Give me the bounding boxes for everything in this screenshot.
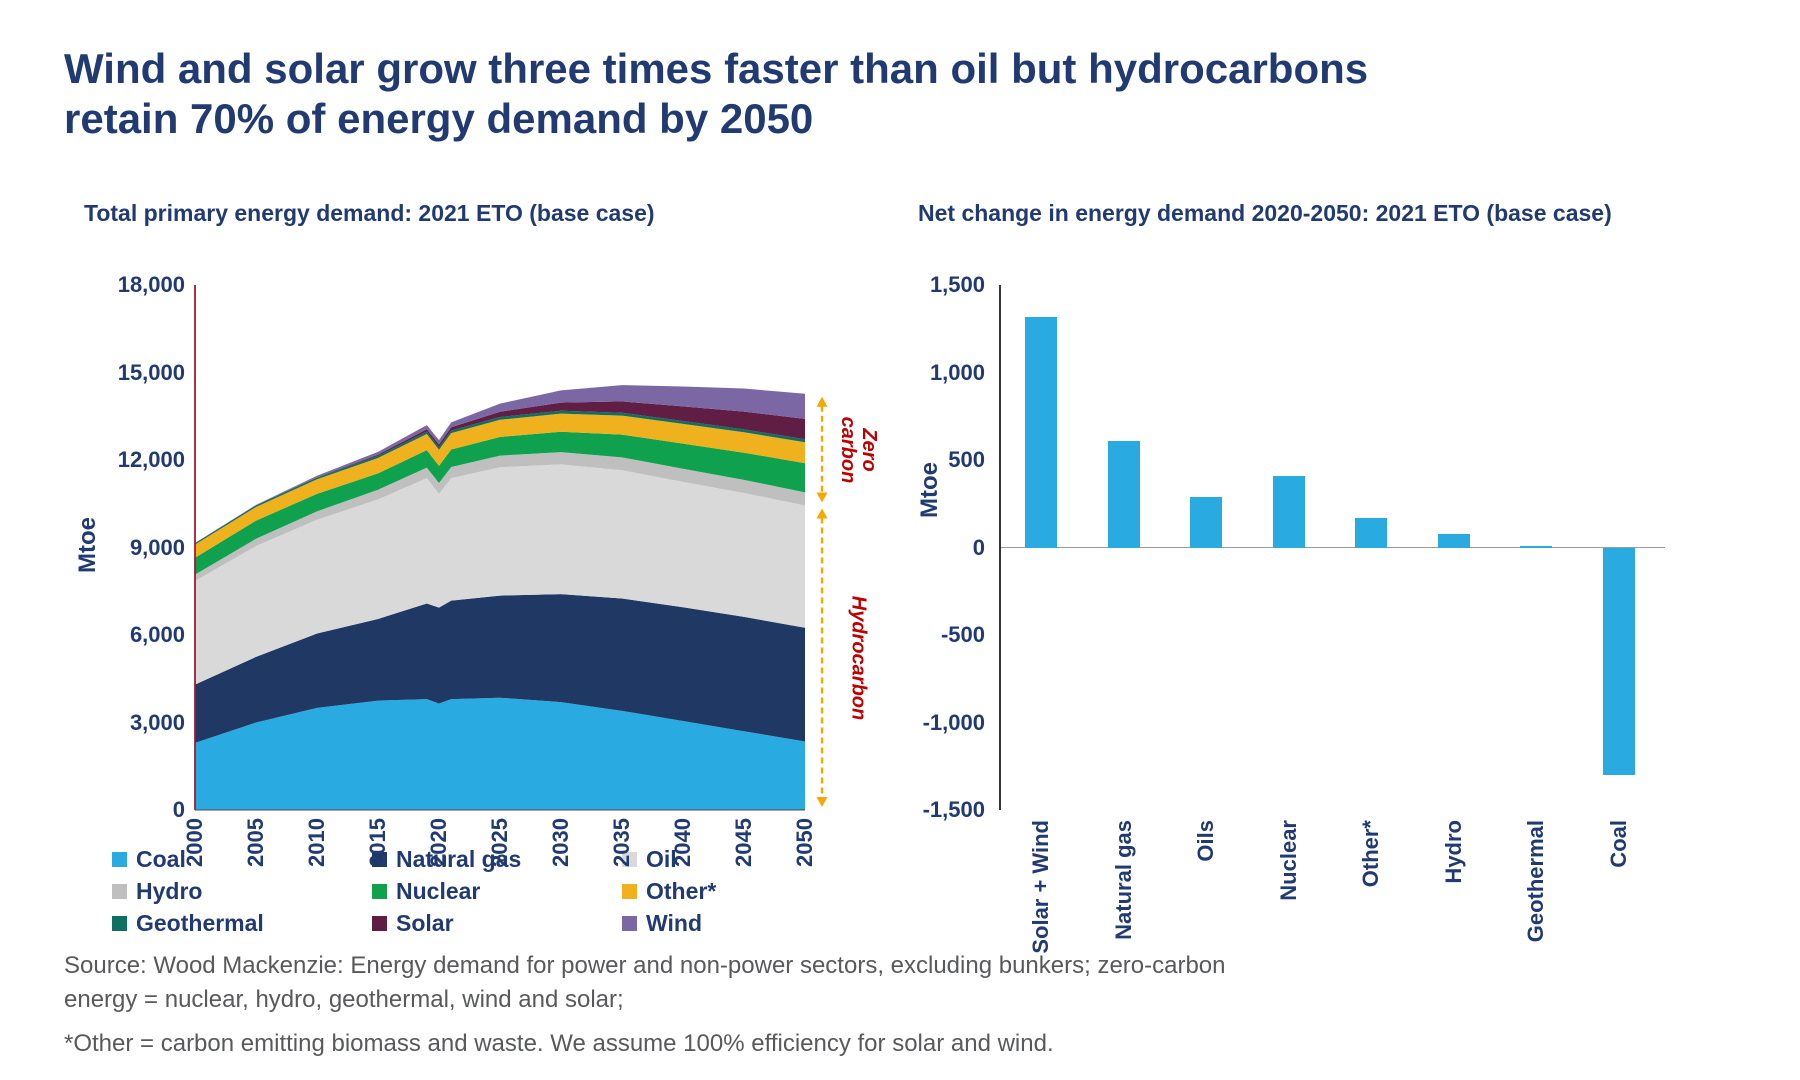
left-x-tick-label: 2005 xyxy=(243,818,268,867)
bar-nuclear xyxy=(1272,475,1305,548)
left-x-tick-label: 2040 xyxy=(670,818,695,867)
legend-color-swatch xyxy=(372,916,387,931)
bar-coal xyxy=(1602,547,1635,775)
legend-color-swatch xyxy=(622,852,637,867)
left-x-tick-label: 2030 xyxy=(548,818,573,867)
left-x-tick-label: 2045 xyxy=(731,818,756,867)
bar-category-label: Other* xyxy=(1358,820,1384,888)
bar-category-label: Geothermal xyxy=(1523,820,1549,943)
legend-color-swatch xyxy=(112,852,127,867)
annotation-arrow-head-down xyxy=(816,492,828,503)
stacked-area-chart-title: Total primary energy demand: 2021 ETO (b… xyxy=(84,200,655,226)
legend-item-wind: Wind xyxy=(622,910,842,937)
right-y-tick-label: -1,500 xyxy=(922,797,985,822)
left-x-tick-label: 2020 xyxy=(426,818,451,867)
area-series-solar xyxy=(195,401,805,544)
area-series-other- xyxy=(195,413,805,558)
left-x-tick-label: 2000 xyxy=(182,818,207,867)
right-y-tick-label: 0 xyxy=(972,534,985,560)
legend-color-swatch xyxy=(112,884,127,899)
legend-item-hydro: Hydro xyxy=(112,878,372,905)
bar-chart-title: Net change in energy demand 2020-2050: 2… xyxy=(918,200,1612,226)
bar-category-label: Hydro xyxy=(1440,820,1466,884)
source-note-line-2: energy = nuclear, hydro, geothermal, win… xyxy=(64,986,624,1013)
bar-hydro xyxy=(1437,533,1470,548)
left-x-tick-label: 2035 xyxy=(609,818,634,867)
bar-category-label: Solar + Wind xyxy=(1028,820,1054,954)
annotation-label-hydrocarbon: Hydrocarbon xyxy=(847,595,870,720)
bar-geothermal xyxy=(1520,545,1553,548)
left-x-tick-label: 2010 xyxy=(304,818,329,867)
annotation-arrow-head-up xyxy=(816,396,828,407)
area-series-nuclear xyxy=(195,431,805,575)
annotation-arrow-head-up xyxy=(816,508,828,519)
legend-color-swatch xyxy=(112,916,127,931)
bar-category-label: Natural gas xyxy=(1110,820,1136,940)
annotation-label-zero-carbon: Zero carbon xyxy=(837,416,880,483)
bar-other- xyxy=(1355,517,1388,548)
left-y-tick-label: 6,000 xyxy=(129,622,185,647)
area-series-hydro xyxy=(195,452,805,582)
bar-category-label: Nuclear xyxy=(1275,820,1301,901)
left-x-tick-label: 2050 xyxy=(792,818,817,867)
legend-item-oil: Oil xyxy=(622,846,842,873)
legend-item-geothermal: Geothermal xyxy=(112,910,372,937)
bar-solar-wind xyxy=(1025,316,1058,548)
left-y-tick-label: 15,000 xyxy=(117,359,185,385)
page-title-line-2: retain 70% of energy demand by 2050 xyxy=(64,94,814,142)
legend-label: Other* xyxy=(646,878,717,904)
left-x-tick-label: 2025 xyxy=(487,818,512,867)
annotation-arrow-head-down xyxy=(816,797,828,807)
chart-legend: Coal Natural gas Oil Hydro Nuclear Other* Geot… xyxy=(112,846,842,937)
right-y-tick-label: 1,000 xyxy=(929,359,985,385)
bar-category-label: Oils xyxy=(1193,820,1219,862)
bar-oils xyxy=(1190,496,1223,548)
area-series-coal xyxy=(195,697,805,810)
right-y-tick-label: -1,000 xyxy=(922,709,985,735)
bar-natural-gas xyxy=(1107,440,1140,548)
left-y-tick-label: 0 xyxy=(172,797,185,822)
legend-item-natural-gas: Natural gas xyxy=(372,846,622,873)
footnote-other-definition: *Other = carbon emitting biomass and was… xyxy=(64,1030,1054,1057)
legend-label: Oil xyxy=(646,846,677,872)
left-y-tick-label: 12,000 xyxy=(117,447,185,472)
legend-label: Coal xyxy=(136,846,186,872)
legend-label: Wind xyxy=(646,910,702,936)
legend-color-swatch xyxy=(372,884,387,899)
area-series-natural-gas xyxy=(195,594,805,743)
page-title: Wind and solar grow three times faster t… xyxy=(64,44,1624,143)
legend-item-coal: Coal xyxy=(112,846,372,873)
right-y-tick-label: 500 xyxy=(948,447,985,472)
legend-label: Natural gas xyxy=(396,846,522,872)
right-y-tick-label: -500 xyxy=(940,622,985,647)
legend-item-solar: Solar xyxy=(372,910,622,937)
legend-item-other-: Other* xyxy=(622,878,842,905)
left-y-tick-label: 9,000 xyxy=(129,534,185,560)
left-y-tick-label: 18,000 xyxy=(117,272,185,297)
left-y-tick-label: 3,000 xyxy=(129,709,185,735)
legend-item-nuclear: Nuclear xyxy=(372,878,622,905)
bar-category-label: Coal xyxy=(1605,820,1631,868)
right-y-tick-label: 1,500 xyxy=(929,272,985,297)
legend-color-swatch xyxy=(622,916,637,931)
legend-color-swatch xyxy=(622,884,637,899)
legend-label: Nuclear xyxy=(396,878,481,904)
area-series-wind xyxy=(195,385,805,544)
page-title-line-1: Wind and solar grow three times faster t… xyxy=(64,45,1369,92)
legend-label: Hydro xyxy=(136,878,203,904)
legend-label: Geothermal xyxy=(136,910,264,936)
legend-label: Solar xyxy=(396,910,454,936)
area-series-geothermal xyxy=(195,410,805,545)
legend-color-swatch xyxy=(372,852,387,867)
area-series-oil xyxy=(195,464,805,685)
source-note-line-1: Source: Wood Mackenzie: Energy demand fo… xyxy=(64,952,1226,979)
left-x-tick-label: 2015 xyxy=(365,818,390,867)
